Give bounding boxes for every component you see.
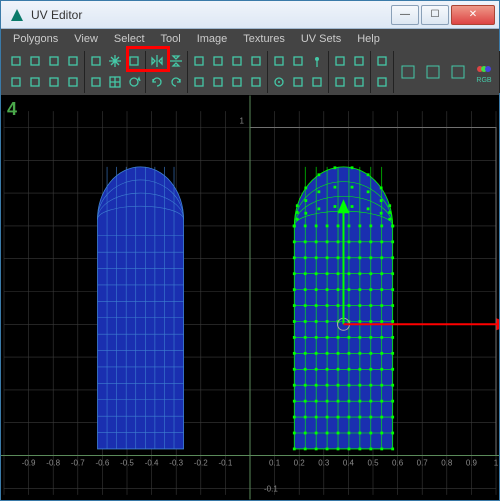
dist-u-icon[interactable] [190, 72, 208, 92]
cut-icon[interactable] [26, 72, 44, 92]
align-r-icon[interactable] [209, 51, 227, 71]
center-icon[interactable] [228, 72, 246, 92]
collapse-icon[interactable] [350, 51, 368, 71]
flake-icon[interactable] [106, 51, 124, 71]
flip-u-icon[interactable] [87, 72, 105, 92]
flip-h-icon[interactable] [148, 51, 166, 71]
smooth-icon[interactable] [64, 51, 82, 71]
svg-text:-0.1: -0.1 [219, 459, 233, 468]
rgb-toggle[interactable]: RGB [471, 51, 497, 93]
svg-text:-0.5: -0.5 [120, 459, 134, 468]
svg-text:0.3: 0.3 [318, 459, 330, 468]
menu-polygons[interactable]: Polygons [5, 33, 66, 45]
close-button[interactable]: ✕ [451, 5, 495, 25]
maximize-button[interactable]: ☐ [421, 5, 449, 25]
menu-select[interactable]: Select [106, 33, 153, 45]
menu-uv-sets[interactable]: UV Sets [293, 33, 349, 45]
align-t-icon[interactable] [228, 51, 246, 71]
snap-b-icon[interactable] [289, 51, 307, 71]
straighten-icon[interactable] [308, 72, 326, 92]
svg-text:-0.2: -0.2 [194, 459, 208, 468]
align-l-icon[interactable] [190, 51, 208, 71]
svg-text:0.6: 0.6 [392, 459, 404, 468]
unfold-icon[interactable] [87, 51, 105, 71]
menubar: PolygonsViewSelectToolImageTexturesUV Se… [1, 29, 499, 49]
move-shell-icon[interactable] [45, 51, 63, 71]
span-icon[interactable] [247, 72, 265, 92]
menu-textures[interactable]: Textures [235, 33, 293, 45]
svg-text:1: 1 [240, 117, 245, 126]
flip-v-icon[interactable] [167, 51, 185, 71]
target-icon[interactable] [270, 72, 288, 92]
uv-editor-window: UV Editor — ☐ ✕ PolygonsViewSelectToolIm… [0, 0, 500, 501]
minimize-button[interactable]: — [391, 5, 419, 25]
svg-text:0.5: 0.5 [367, 459, 379, 468]
svg-text:-0.1: -0.1 [264, 484, 278, 493]
rot-cw-icon[interactable] [167, 72, 185, 92]
snap-icon[interactable] [64, 72, 82, 92]
grab-uv-icon[interactable] [7, 51, 25, 71]
menu-help[interactable]: Help [349, 33, 388, 45]
app-icon [9, 7, 25, 23]
grid-icon[interactable] [106, 72, 124, 92]
svg-text:0.2: 0.2 [294, 459, 306, 468]
shade-icon[interactable] [331, 72, 349, 92]
hud-camera-label: 4 [7, 99, 17, 120]
menu-tool[interactable]: Tool [153, 33, 189, 45]
pin-icon[interactable] [308, 51, 326, 71]
svg-text:0.7: 0.7 [417, 459, 429, 468]
rot-ccw-icon[interactable] [148, 72, 166, 92]
svg-text:-0.3: -0.3 [169, 459, 183, 468]
menu-image[interactable]: Image [189, 33, 236, 45]
svg-text:0.8: 0.8 [441, 459, 453, 468]
svg-text:0.4: 0.4 [343, 459, 355, 468]
select-shortest-icon[interactable] [7, 72, 25, 92]
uv-viewport[interactable]: -0.9 -0.8 -0.7 -0.6 -0.5 -0.4 -0.3 -0.2 -0.1 0.1 0… [1, 95, 499, 500]
window-buttons: — ☐ ✕ [389, 5, 495, 25]
shaded-icon[interactable] [421, 51, 445, 93]
checker-icon[interactable] [396, 51, 420, 93]
svg-text:1: 1 [494, 459, 499, 468]
dist-v-icon[interactable] [209, 72, 227, 92]
snap-a-icon[interactable] [270, 51, 288, 71]
dash-icon[interactable] [289, 72, 307, 92]
svg-text:0.9: 0.9 [466, 459, 478, 468]
iso2-icon[interactable] [373, 72, 391, 92]
select-mode-icon[interactable] [350, 72, 368, 92]
titlebar: UV Editor — ☐ ✕ [1, 1, 499, 29]
svg-text:-0.6: -0.6 [96, 459, 110, 468]
menu-view[interactable]: View [66, 33, 106, 45]
align-b-icon[interactable] [247, 51, 265, 71]
svg-text:-0.7: -0.7 [71, 459, 85, 468]
cycle-icon[interactable] [125, 72, 143, 92]
iso-icon[interactable] [373, 51, 391, 71]
svg-text:-0.9: -0.9 [22, 459, 36, 468]
toolbar: RGB [1, 49, 499, 95]
svg-text:-0.8: -0.8 [46, 459, 60, 468]
expand-icon[interactable] [331, 51, 349, 71]
lattice-icon[interactable] [26, 51, 44, 71]
svg-text:0.1: 0.1 [269, 459, 281, 468]
dimmed-icon[interactable] [446, 51, 470, 93]
sew-icon[interactable] [45, 72, 63, 92]
svg-text:-0.4: -0.4 [145, 459, 159, 468]
layout-icon[interactable] [125, 51, 143, 71]
window-title: UV Editor [31, 8, 389, 22]
